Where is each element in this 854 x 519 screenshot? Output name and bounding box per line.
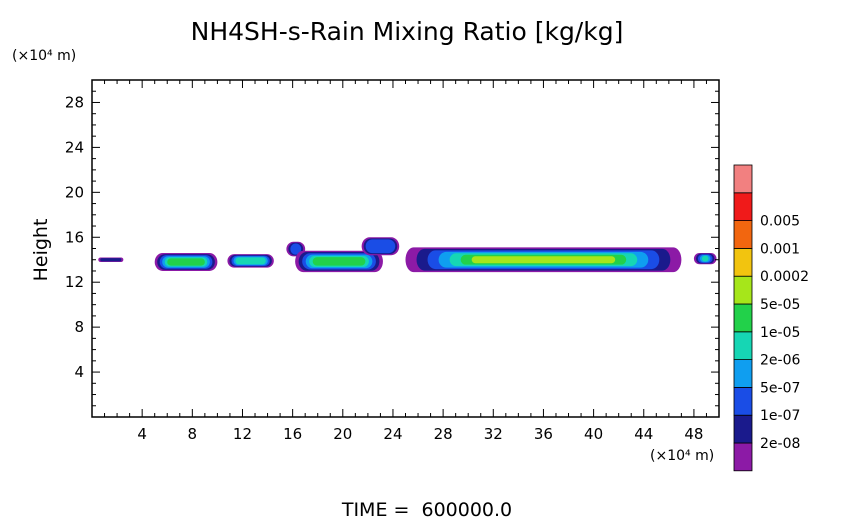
colorbar-swatch [733, 303, 753, 333]
x-tick-label: 28 [434, 425, 453, 443]
x-unit-label: (×10⁴ m) [650, 448, 714, 464]
y-tick-labels: 4 8 12 16 20 24 28 [65, 93, 84, 381]
y-tick-label: 8 [74, 318, 84, 336]
contour-region [365, 239, 396, 254]
colorbar-label: 1e-05 [760, 325, 800, 341]
contour-region [167, 258, 205, 266]
colorbar-label: 0.0002 [760, 269, 809, 285]
colorbar-swatch [733, 220, 753, 249]
x-tick-label: 48 [684, 425, 703, 443]
colorbar: 2e-08 1e-07 5e-07 2e-06 1e-05 5e-05 0.0002 0.00… [733, 164, 809, 472]
x-tick-label: 36 [534, 425, 553, 443]
y-tick-label: 16 [65, 228, 84, 246]
colorbar-swatch [733, 414, 753, 444]
colorbar-label: 5e-05 [760, 297, 800, 313]
colorbar-label: 0.001 [760, 241, 800, 257]
x-tick-label: 16 [283, 425, 302, 443]
x-tick-labels: 4 8 12 16 20 24 28 32 36 40 44 48 [137, 425, 703, 443]
y-tick-label: 4 [74, 363, 84, 381]
colorbar-swatch [733, 331, 753, 360]
colorbar-label: 1e-07 [760, 408, 800, 424]
y-unit-label: (×10⁴ m) [12, 48, 76, 64]
colorbar-swatch [733, 359, 753, 388]
colorbar-label: 0.005 [760, 214, 800, 230]
x-tick-label: 12 [233, 425, 252, 443]
y-tick-label: 24 [65, 138, 84, 156]
colorbar-swatch [733, 164, 753, 194]
colorbar-label: 2e-06 [760, 353, 800, 369]
y-tick-label: 28 [65, 93, 84, 111]
time-footer: TIME = 600000.0 [341, 499, 512, 519]
colorbar-swatch [733, 275, 753, 305]
colorbar-label: 5e-07 [760, 380, 800, 396]
y-axis-label: Height [30, 219, 52, 282]
y-tick-label: 12 [65, 273, 84, 291]
x-tick-label: 8 [188, 425, 198, 443]
contour-region [235, 257, 266, 265]
contour-region [701, 255, 709, 262]
colorbar-label: 2e-08 [760, 436, 800, 452]
contour-region [100, 258, 122, 262]
colorbar-swatch [733, 192, 753, 222]
x-tick-label: 20 [333, 425, 352, 443]
contour-region [471, 256, 616, 264]
plot-frame [91, 79, 720, 418]
colorbar-swatch [733, 247, 753, 277]
x-tick-label: 40 [584, 425, 603, 443]
x-tick-label: 4 [137, 425, 147, 443]
contour-region [312, 257, 366, 266]
x-tick-label: 32 [484, 425, 503, 443]
colorbar-swatch [733, 386, 753, 416]
contour-fills [98, 237, 717, 273]
contour-region [290, 243, 302, 255]
chart-title: NH4SH-s-Rain Mixing Ratio [kg/kg] [191, 17, 624, 46]
y-tick-label: 20 [65, 183, 84, 201]
x-tick-label: 44 [634, 425, 653, 443]
x-tick-label: 24 [383, 425, 402, 443]
colorbar-swatch [733, 442, 753, 472]
